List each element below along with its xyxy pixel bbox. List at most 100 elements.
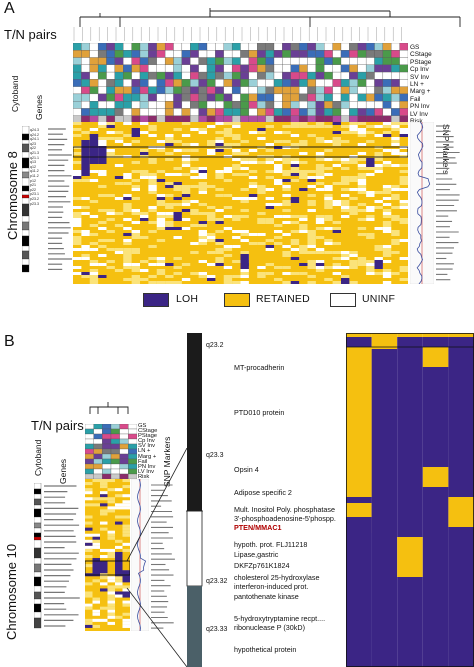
clinical-cell [340, 101, 350, 109]
heatmap-cell [391, 206, 400, 209]
clinical-cell [97, 50, 107, 58]
heatmap-cell [107, 533, 115, 537]
heatmap-cell [290, 257, 300, 260]
heatmap-cell [100, 491, 108, 495]
heatmap-cell [98, 170, 107, 173]
clinical-cell [97, 101, 107, 109]
clinical-cell [173, 50, 183, 58]
heatmap-cell [341, 176, 350, 179]
heatmap-cell [100, 503, 108, 507]
band-label: p23.1 [30, 192, 39, 197]
clinical-cell [265, 71, 275, 80]
heatmap-cell [248, 182, 258, 185]
heatmap-cell [92, 579, 100, 583]
heatmap-cell [92, 545, 100, 549]
heatmap-cell [290, 281, 300, 284]
heatmap-cell [73, 236, 82, 239]
clinical-cell [148, 71, 157, 80]
heatmap-cell [332, 203, 341, 206]
heatmap-cell [357, 173, 367, 176]
heatmap-cell [100, 618, 108, 622]
heatmap-cell [215, 257, 224, 260]
heatmap-cell [181, 194, 191, 197]
heatmap-cell [366, 236, 375, 239]
heatmap-cell [190, 185, 199, 188]
band-label: p23.2 [30, 196, 39, 201]
heatmap-cell [215, 143, 224, 146]
heatmap-cell [248, 149, 258, 152]
heatmap-cell [399, 128, 408, 131]
heatmap-cell [181, 161, 191, 164]
heatmap-cell [257, 242, 266, 245]
zoom-gene-label: Mult. Inositol Poly. phosphatase [234, 505, 335, 514]
heatmap-cell [190, 242, 199, 245]
heatmap-cell [85, 542, 93, 546]
heatmap-cell [223, 245, 233, 248]
heatmap-cell [100, 548, 108, 552]
heatmap-cell [107, 603, 115, 607]
clinical-cell [81, 57, 90, 65]
heatmap-cell [140, 269, 149, 272]
panel-b-clinical-grid [85, 424, 137, 479]
heatmap-cell [324, 215, 333, 218]
clinical-cell [282, 71, 291, 80]
heatmap-cell [73, 257, 82, 260]
heatmap-cell [341, 194, 350, 197]
heatmap-cell [290, 122, 300, 125]
clinical-cell [164, 50, 174, 58]
heatmap-cell [248, 161, 258, 164]
heatmap-cell [315, 125, 325, 128]
heatmap-cell [123, 122, 132, 125]
heatmap-cell [123, 227, 132, 230]
heatmap-cell [315, 167, 325, 170]
heatmap-cell [215, 242, 224, 245]
clinical-cell [131, 50, 141, 58]
clinical-cell [114, 101, 124, 109]
heatmap-cell [391, 125, 400, 128]
heatmap-cell [274, 170, 283, 173]
heatmap-cell [207, 233, 216, 236]
heatmap-cell [357, 182, 367, 185]
heatmap-cell [89, 179, 99, 182]
clinical-cell [231, 57, 241, 65]
heatmap-cell [265, 245, 274, 248]
heatmap-cell [165, 212, 174, 215]
clinical-cell [89, 86, 99, 95]
clinical-cell [114, 108, 124, 116]
clinical-cell [110, 448, 120, 455]
clinical-cell [164, 101, 174, 109]
zoom-gene-label: pantothenate kinase [234, 592, 299, 601]
heatmap-cell [374, 146, 383, 149]
heatmap-cell [122, 485, 130, 489]
heatmap-cell [341, 206, 350, 209]
cytoband-segment [34, 617, 42, 629]
heatmap-cell [156, 224, 166, 227]
heatmap-cell [374, 200, 383, 203]
heatmap-cell [131, 140, 140, 143]
heatmap-cell [107, 488, 115, 492]
heatmap-cell [173, 140, 182, 143]
zoom-gene-label: hypothetical protein [234, 645, 297, 654]
clinical-cell [156, 71, 166, 80]
heatmap-cell [106, 137, 115, 140]
heatmap-cell [223, 266, 233, 269]
clinical-cell [198, 43, 208, 51]
loh-block [240, 254, 249, 266]
heatmap-cell [181, 188, 191, 191]
heatmap-cell [107, 497, 115, 501]
cytoband-segment [22, 143, 30, 153]
heatmap-cell [198, 260, 207, 263]
heatmap-cell [173, 185, 182, 188]
heatmap-cell [215, 173, 224, 176]
cytoband-segment [34, 527, 42, 534]
heatmap-cell [265, 158, 274, 161]
heatmap-cell [215, 149, 224, 152]
heatmap-cell [382, 164, 392, 167]
clinical-cell [231, 43, 241, 51]
heatmap-cell [274, 278, 283, 281]
heatmap-cell [382, 251, 392, 254]
heatmap-cell [341, 257, 350, 260]
heatmap-cell [98, 263, 107, 266]
heatmap-cell [92, 542, 100, 546]
clinical-cell [81, 101, 90, 109]
